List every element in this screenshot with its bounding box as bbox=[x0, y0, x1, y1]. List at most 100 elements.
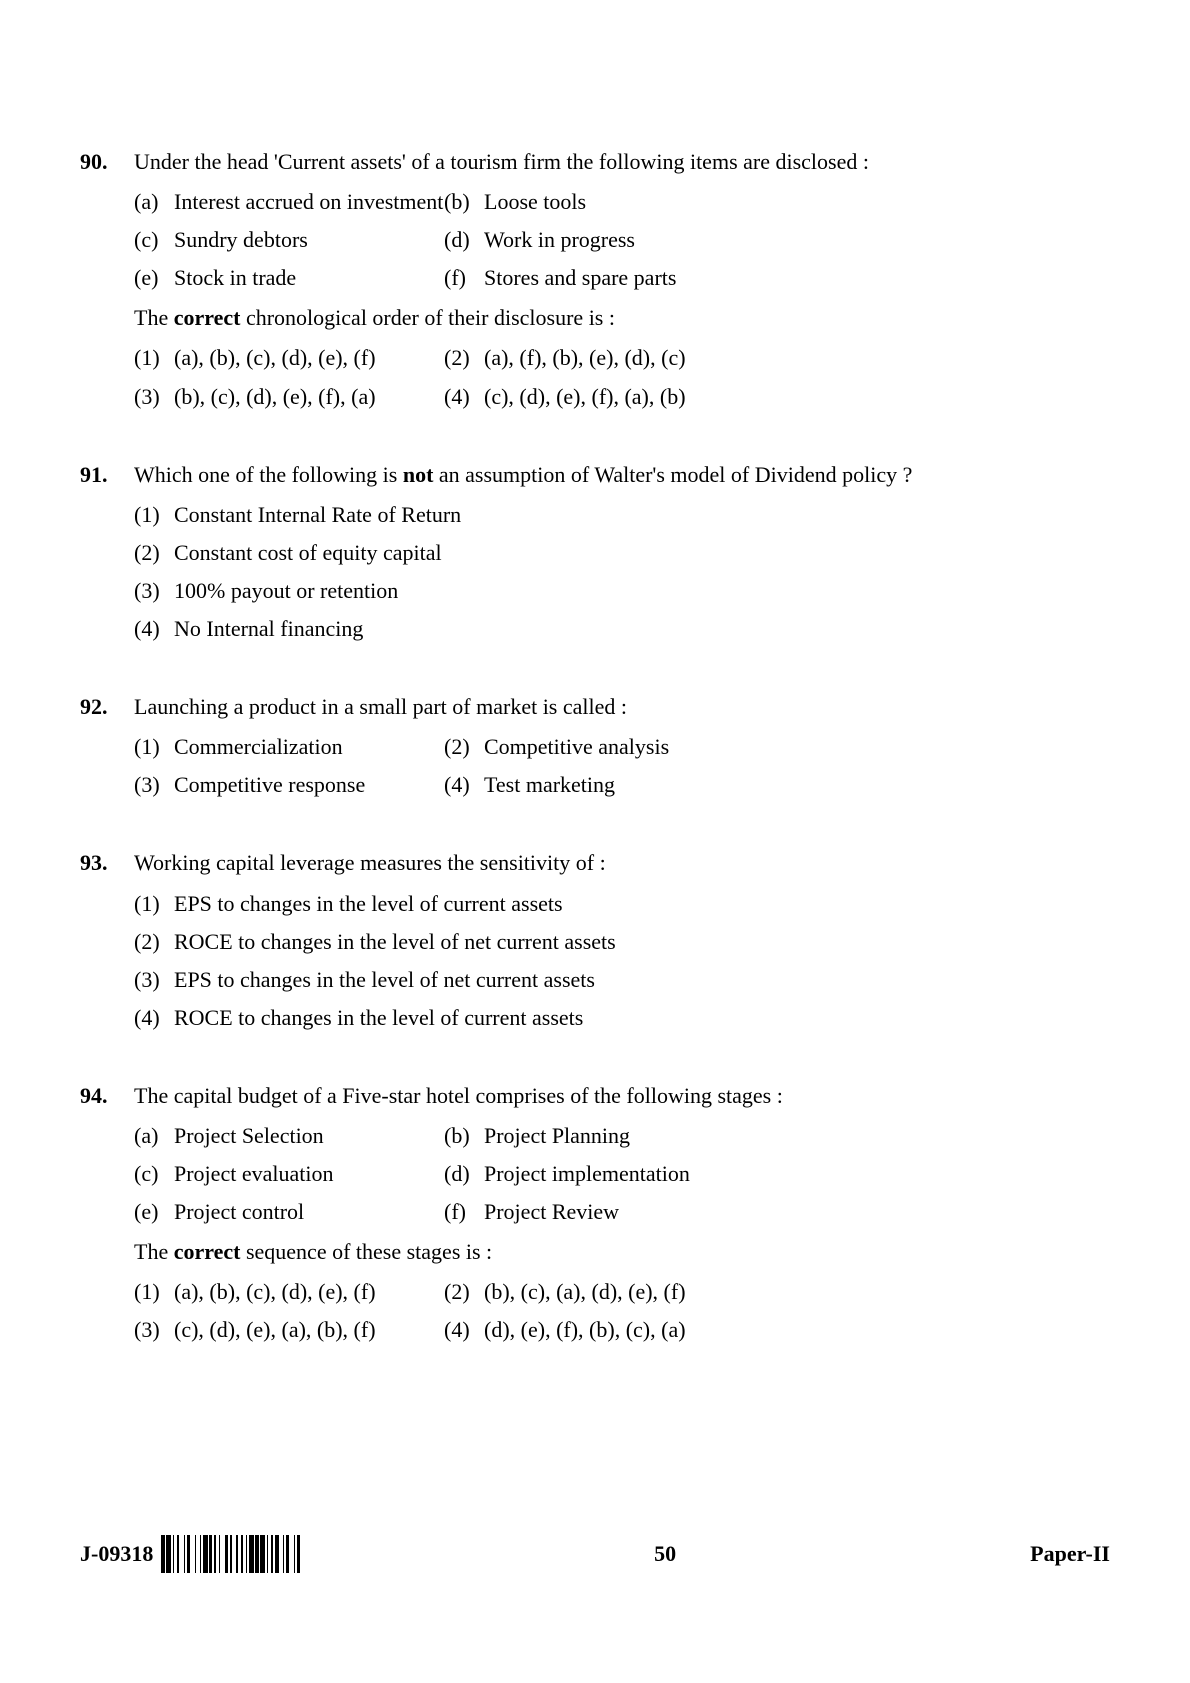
question-number: 94. bbox=[80, 1079, 134, 1348]
item-label: (f) bbox=[444, 261, 484, 295]
followup-text: The bbox=[134, 1239, 174, 1264]
option-label: (3) bbox=[134, 963, 174, 997]
item-label: (e) bbox=[134, 1195, 174, 1229]
option-label: (1) bbox=[134, 498, 174, 532]
question-number: 93. bbox=[80, 846, 134, 1034]
option-label: (4) bbox=[444, 1313, 484, 1347]
followup-text: sequence of these stages is : bbox=[240, 1239, 492, 1264]
stem-text: Which one of the following is bbox=[134, 462, 403, 487]
question-number: 91. bbox=[80, 458, 134, 646]
question-93: 93. Working capital leverage measures th… bbox=[80, 846, 1100, 1034]
item-label: (f) bbox=[444, 1195, 484, 1229]
option-text: No Internal financing bbox=[174, 612, 1100, 646]
option-label: (1) bbox=[134, 730, 174, 764]
option-label: (4) bbox=[134, 612, 174, 646]
option-list: (1) EPS to changes in the level of curre… bbox=[134, 887, 1100, 1035]
item-text: Loose tools bbox=[484, 185, 1100, 219]
page-footer: J-09318 50 Paper-II bbox=[0, 1535, 1190, 1573]
question-92: 92. Launching a product in a small part … bbox=[80, 690, 1100, 802]
option-label: (4) bbox=[134, 1001, 174, 1035]
item-label: (e) bbox=[134, 261, 174, 295]
item-label: (a) bbox=[134, 1119, 174, 1153]
option-label: (4) bbox=[444, 768, 484, 802]
option-label: (1) bbox=[134, 341, 174, 375]
question-stem: Which one of the following is not an ass… bbox=[134, 458, 1100, 492]
option-label: (2) bbox=[134, 536, 174, 570]
option-list: (1) Commercialization (2) Competitive an… bbox=[134, 730, 1100, 802]
page-content: 90. Under the head 'Current assets' of a… bbox=[0, 0, 1190, 1348]
item-text: Project Planning bbox=[484, 1119, 1100, 1153]
item-label: (d) bbox=[444, 223, 484, 257]
option-text: (a), (b), (c), (d), (e), (f) bbox=[174, 1275, 444, 1309]
option-text: (a), (b), (c), (d), (e), (f) bbox=[174, 341, 444, 375]
option-label: (2) bbox=[444, 341, 484, 375]
followup-bold: correct bbox=[174, 1239, 241, 1264]
item-label: (c) bbox=[134, 223, 174, 257]
option-text: Constant cost of equity capital bbox=[174, 536, 1100, 570]
option-label: (2) bbox=[444, 1275, 484, 1309]
exam-code: J-09318 bbox=[80, 1541, 153, 1567]
item-text: Project control bbox=[174, 1195, 444, 1229]
option-text: (a), (f), (b), (e), (d), (c) bbox=[484, 341, 1100, 375]
option-text: Test marketing bbox=[484, 768, 1100, 802]
option-label: (1) bbox=[134, 887, 174, 921]
question-number: 90. bbox=[80, 145, 134, 414]
item-text: Project Selection bbox=[174, 1119, 444, 1153]
stem-text: an assumption of Walter's model of Divid… bbox=[433, 462, 912, 487]
option-text: Commercialization bbox=[174, 730, 444, 764]
option-label: (3) bbox=[134, 574, 174, 608]
option-text: Competitive analysis bbox=[484, 730, 1100, 764]
question-number: 92. bbox=[80, 690, 134, 802]
option-text: EPS to changes in the level of net curre… bbox=[174, 963, 1100, 997]
item-list: (a) Project Selection (b) Project Planni… bbox=[134, 1119, 1100, 1229]
option-label: (2) bbox=[444, 730, 484, 764]
question-stem: Launching a product in a small part of m… bbox=[134, 690, 1100, 724]
item-text: Stores and spare parts bbox=[484, 261, 1100, 295]
option-text: (c), (d), (e), (a), (b), (f) bbox=[174, 1313, 444, 1347]
item-label: (c) bbox=[134, 1157, 174, 1191]
question-followup: The correct chronological order of their… bbox=[134, 301, 1100, 335]
page-number: 50 bbox=[654, 1541, 676, 1567]
item-text: Stock in trade bbox=[174, 261, 444, 295]
option-text: Competitive response bbox=[174, 768, 444, 802]
question-stem: Under the head 'Current assets' of a tou… bbox=[134, 145, 1100, 179]
footer-left: J-09318 bbox=[80, 1535, 300, 1573]
question-followup: The correct sequence of these stages is … bbox=[134, 1235, 1100, 1269]
followup-text: The bbox=[134, 305, 174, 330]
question-94: 94. The capital budget of a Five-star ho… bbox=[80, 1079, 1100, 1348]
option-text: Constant Internal Rate of Return bbox=[174, 498, 1100, 532]
option-label: (3) bbox=[134, 1313, 174, 1347]
item-label: (b) bbox=[444, 1119, 484, 1153]
item-label: (b) bbox=[444, 185, 484, 219]
item-text: Project evaluation bbox=[174, 1157, 444, 1191]
option-text: EPS to changes in the level of current a… bbox=[174, 887, 1100, 921]
item-text: Work in progress bbox=[484, 223, 1100, 257]
question-stem: The capital budget of a Five-star hotel … bbox=[134, 1079, 1100, 1113]
stem-bold: not bbox=[403, 462, 434, 487]
question-90: 90. Under the head 'Current assets' of a… bbox=[80, 145, 1100, 414]
option-text: (d), (e), (f), (b), (c), (a) bbox=[484, 1313, 1100, 1347]
item-text: Project implementation bbox=[484, 1157, 1100, 1191]
item-text: Sundry debtors bbox=[174, 223, 444, 257]
option-text: (c), (d), (e), (f), (a), (b) bbox=[484, 380, 1100, 414]
option-label: (2) bbox=[134, 925, 174, 959]
item-label: (a) bbox=[134, 185, 174, 219]
item-label: (d) bbox=[444, 1157, 484, 1191]
paper-label: Paper-II bbox=[1030, 1541, 1110, 1567]
option-list: (1) Constant Internal Rate of Return (2)… bbox=[134, 498, 1100, 646]
option-label: (4) bbox=[444, 380, 484, 414]
item-text: Interest accrued on investment bbox=[174, 185, 444, 219]
followup-bold: correct bbox=[174, 305, 241, 330]
option-text: ROCE to changes in the level of current … bbox=[174, 1001, 1100, 1035]
option-list: (1) (a), (b), (c), (d), (e), (f) (2) (b)… bbox=[134, 1275, 1100, 1347]
option-list: (1) (a), (b), (c), (d), (e), (f) (2) (a)… bbox=[134, 341, 1100, 413]
item-list: (a) Interest accrued on investment (b) L… bbox=[134, 185, 1100, 295]
option-text: (b), (c), (a), (d), (e), (f) bbox=[484, 1275, 1100, 1309]
question-91: 91. Which one of the following is not an… bbox=[80, 458, 1100, 646]
question-stem: Working capital leverage measures the se… bbox=[134, 846, 1100, 880]
option-text: 100% payout or retention bbox=[174, 574, 1100, 608]
followup-text: chronological order of their disclosure … bbox=[240, 305, 615, 330]
option-label: (3) bbox=[134, 768, 174, 802]
option-text: (b), (c), (d), (e), (f), (a) bbox=[174, 380, 444, 414]
item-text: Project Review bbox=[484, 1195, 1100, 1229]
